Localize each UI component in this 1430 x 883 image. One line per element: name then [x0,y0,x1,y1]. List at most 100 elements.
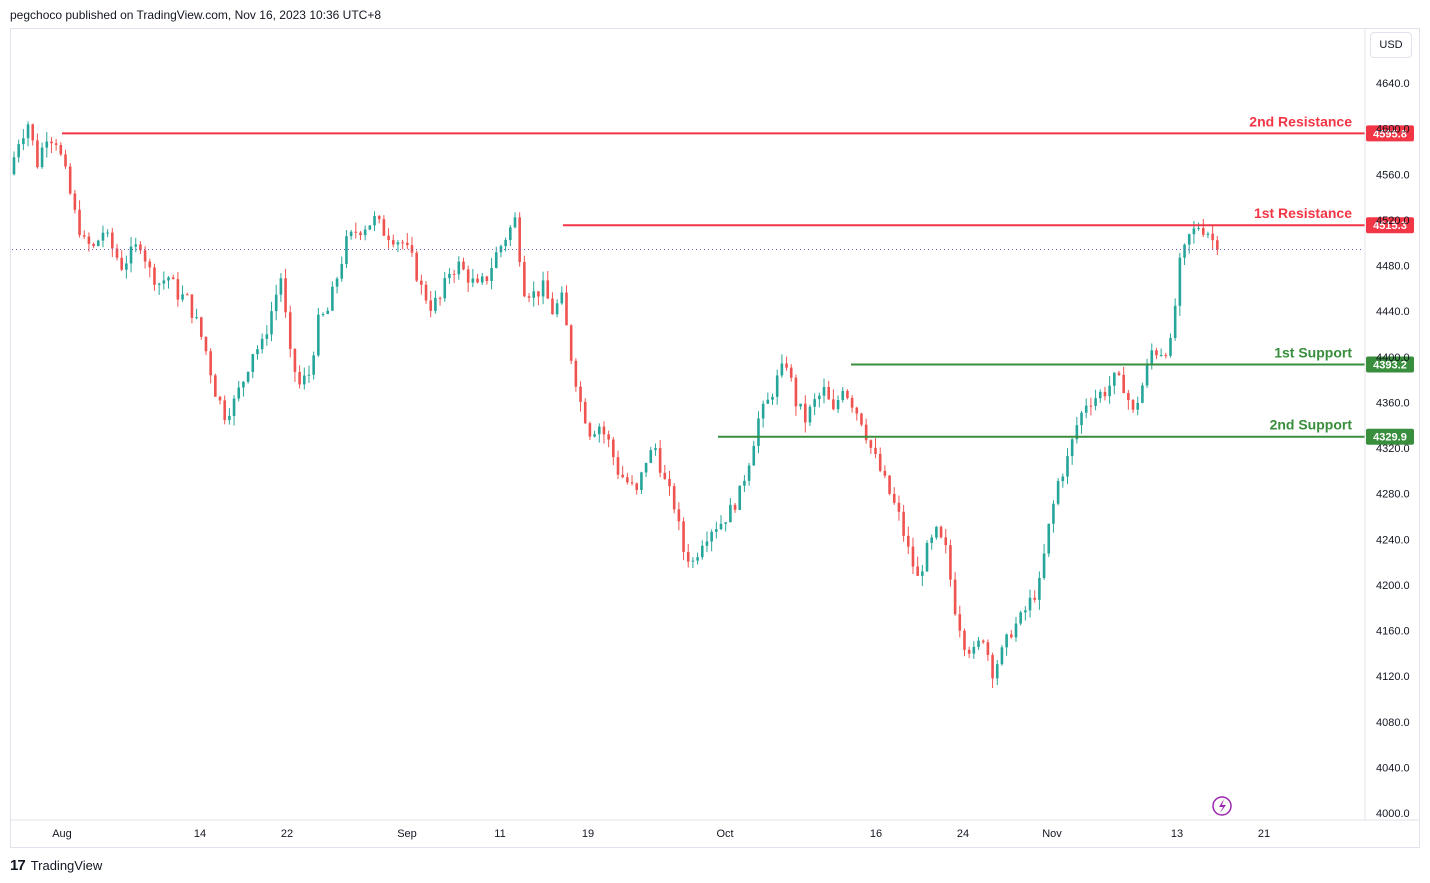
candle-body [569,325,573,361]
y-tick-label: 4560.0 [1376,169,1410,181]
candle-body [771,396,774,400]
candle-body [1173,305,1177,338]
candle-body [808,406,812,423]
time-axis: Aug 14 22 Sep 11 19 Oct 16 24 Nov 13 21 [52,828,1270,840]
lightning-icon[interactable] [1212,796,1232,816]
candle-body [565,292,568,326]
candle-body [125,263,128,270]
candle-body [902,511,905,536]
candle-body [906,535,910,547]
candle-body [944,537,948,546]
candle-body [1136,402,1140,410]
candle-body [593,434,596,437]
candle-body [878,453,882,471]
candle-body [616,457,620,475]
candle-body [312,355,315,375]
candle-body [368,225,372,230]
candle-body [981,640,985,643]
y-tick-label: 4320.0 [1376,443,1410,455]
candle-body [523,262,526,297]
x-tick-label: 14 [194,828,206,840]
candle-body [803,403,807,423]
candle-body [785,363,788,368]
y-tick-label: 4120.0 [1376,671,1410,683]
candle-body [836,400,840,410]
candle-body [162,280,166,284]
candle-body [1216,240,1219,250]
level-name: 2nd Support [1270,417,1353,433]
level-name: 1st Resistance [1254,205,1352,221]
candle-body [1159,354,1163,356]
candle-body [696,557,699,561]
candle-body [677,509,681,522]
candle-body [766,399,770,404]
candle-body [682,521,685,553]
candle-body [420,280,423,285]
candle-body [1169,337,1172,356]
candle-body [588,423,592,437]
candle-body [153,267,156,285]
x-tick-label: 21 [1258,828,1270,840]
candle-body [738,485,742,510]
currency-selector[interactable]: USD [1370,32,1412,58]
candle-body [775,375,779,397]
candle-body [1075,425,1079,440]
candles-layer [12,121,1219,689]
candle-body [532,291,536,298]
candle-body [874,447,877,454]
candle-body [635,483,639,490]
candle-body [691,560,695,562]
candle-body [789,367,793,378]
candle-body [715,529,718,532]
candle-body [935,526,938,538]
candle-body [583,401,587,424]
candle-body [457,261,461,275]
level-price-label: 4515.3 [1373,220,1407,232]
candle-body [87,236,91,244]
candle-body [1141,385,1144,403]
candle-body [705,541,709,546]
tradingview-logo[interactable]: 17 [10,856,26,874]
candle-body [321,314,325,316]
brand-name: TradingView [30,857,103,873]
candle-body [995,664,999,679]
candle-body [73,193,77,210]
chart-pane[interactable] [10,28,1420,848]
candle-body [485,276,489,281]
candle-body [668,479,671,487]
candle-body [869,440,873,448]
candle-body [663,472,667,480]
candle-body [949,545,952,580]
candle-body [335,278,339,287]
candle-body [1014,623,1018,638]
candle-body [509,227,512,241]
candle-body [157,283,161,285]
candle-body [26,124,30,139]
candle-body [925,542,929,572]
candle-body [710,531,713,542]
candle-body [1019,612,1022,624]
candle-body [40,147,44,168]
candle-body [115,248,119,258]
candle-body [232,398,236,416]
candle-body [480,276,484,283]
candle-body [761,403,765,419]
candle-body [17,144,20,158]
candle-body [1131,399,1135,410]
y-tick-label: 4600.0 [1376,124,1410,136]
candle-body [649,450,653,463]
candle-body [1042,553,1046,579]
candle-body [921,571,924,576]
candle-body [265,334,269,339]
candle-body [855,407,859,414]
candle-body [54,143,58,145]
candle-body [246,371,250,382]
candle-body [176,279,180,300]
candle-body [129,246,133,264]
candle-body [31,124,35,141]
candle-body [719,523,723,530]
candle-body [541,280,545,297]
candle-body [204,336,208,352]
candle-body [1024,610,1027,613]
